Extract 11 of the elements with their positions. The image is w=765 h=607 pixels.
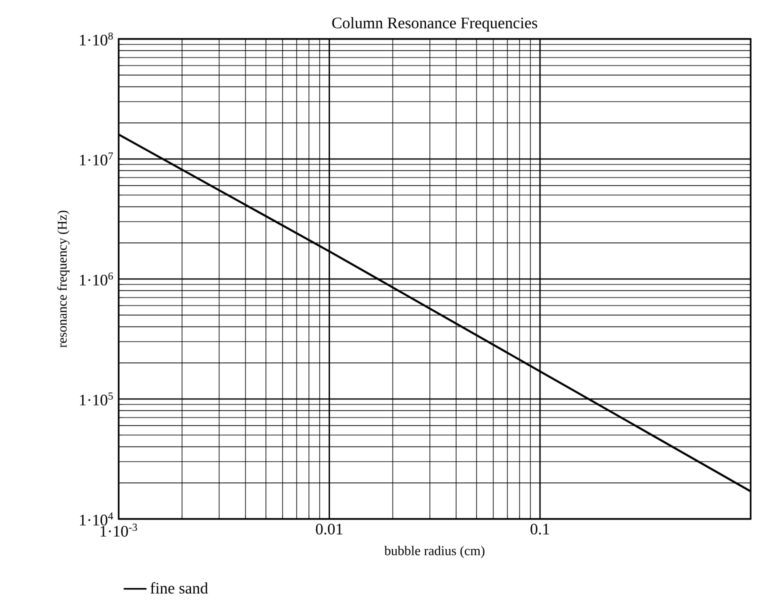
- y-tick-label: 1·10$^{5}$: [80, 392, 113, 406]
- y-tick-label: 1·10$^{4}$: [80, 512, 114, 526]
- y-tick-label: 1·10$^{8}$: [80, 32, 113, 46]
- x-tick-label: 0.1: [530, 524, 550, 535]
- x-axis-title: bubble radius (cm): [384, 546, 484, 558]
- x-tick-label: 0.01: [316, 524, 342, 535]
- chart-title: Column Resonance Frequencies: [332, 17, 538, 32]
- legend-label: fine sand: [150, 582, 208, 594]
- y-tick-label: 1·10$^{7}$: [80, 152, 113, 166]
- y-tick-label: 1·10$^{6}$: [80, 272, 113, 286]
- y-axis-title: resonance frequency (Hz): [57, 210, 70, 348]
